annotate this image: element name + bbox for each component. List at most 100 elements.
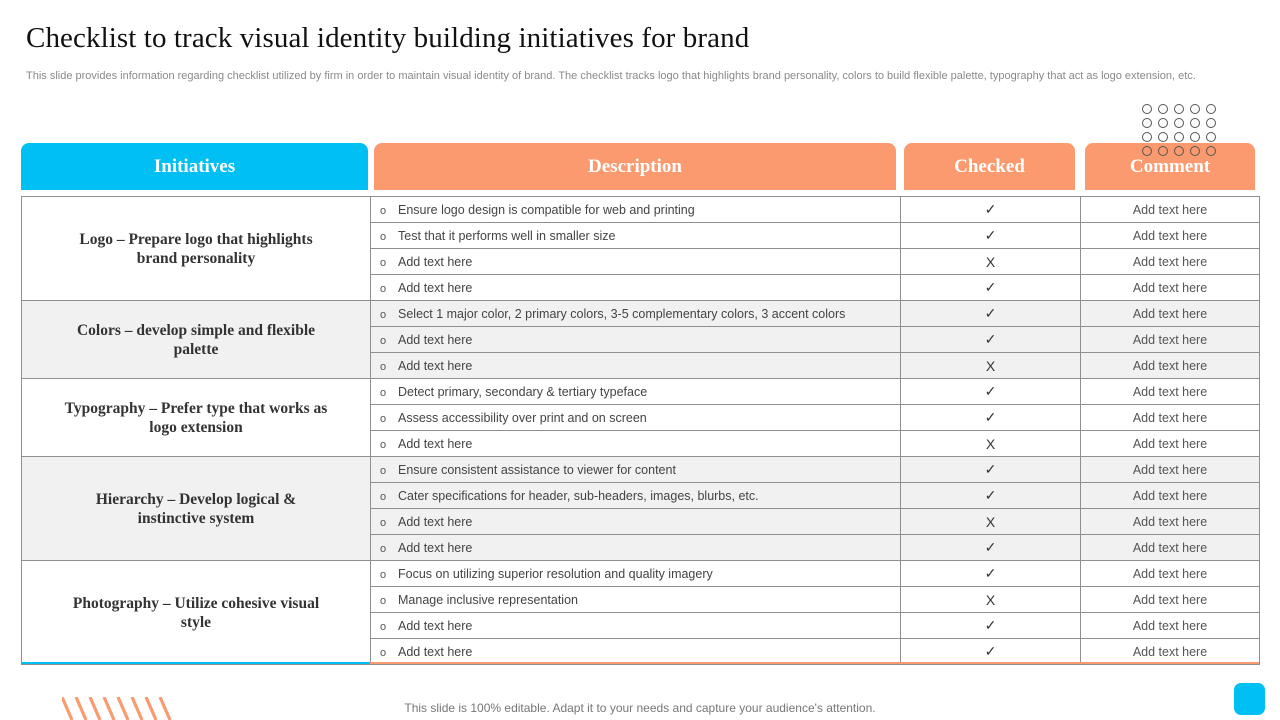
bullet-icon: o — [380, 646, 387, 659]
checked-mark: ✓ — [900, 222, 1081, 249]
description-text: Manage inclusive representation — [398, 592, 578, 607]
description-text: Add text here — [398, 618, 473, 633]
description-cell: o Assess accessibility over print and on … — [370, 404, 901, 431]
checked-mark: ✓ — [900, 482, 1081, 509]
description-text: Ensure logo design is compatible for web… — [398, 202, 695, 217]
description-text: Add text here — [398, 644, 473, 659]
bullet-icon: o — [380, 334, 387, 347]
checked-mark: ✓ — [900, 456, 1081, 483]
description-cell: o Ensure logo design is compatible for we… — [370, 196, 901, 223]
table-row: o Test that it performs well in smaller s… — [22, 222, 1260, 249]
description-cell: o Manage inclusive representation — [370, 586, 901, 613]
comment-cell: Add text here — [1080, 534, 1260, 561]
table-row: o Add text here ✓ Add text here — [22, 612, 1260, 639]
description-cell: o Focus on utilizing superior resolution … — [370, 560, 901, 587]
description-cell: o Ensure consistent assistance to viewer … — [370, 456, 901, 483]
page-subtitle: This slide provides information regardin… — [26, 70, 1196, 82]
table-row: o Add text here ✓ Add text here — [22, 326, 1260, 353]
comment-cell: Add text here — [1080, 352, 1260, 379]
comment-cell: Add text here — [1080, 456, 1260, 483]
comment-cell: Add text here — [1080, 378, 1260, 405]
bullet-icon: o — [380, 568, 387, 581]
checked-mark: ✓ — [900, 196, 1081, 223]
checked-mark: ✓ — [900, 560, 1081, 587]
bullet-icon: o — [380, 464, 387, 477]
bullet-icon: o — [380, 516, 387, 529]
footer-note: This slide is 100% editable. Adapt it to… — [0, 701, 1280, 715]
header-initiatives: Initiatives — [21, 143, 368, 190]
description-cell: o Add text here — [370, 508, 901, 535]
initiative-cell: Hierarchy – Develop logical & instinctiv… — [21, 456, 371, 561]
corner-square-button[interactable] — [1234, 683, 1265, 715]
description-cell: o Add text here — [370, 274, 901, 301]
table-row: Photography – Utilize cohesive visual st… — [21, 560, 1260, 665]
comment-cell: Add text here — [1080, 300, 1260, 327]
description-text: Add text here — [398, 280, 473, 295]
checklist-table: Logo – Prepare logo that highlights bran… — [21, 196, 1260, 665]
initiative-cell: Photography – Utilize cohesive visual st… — [21, 560, 371, 665]
initiative-cell: Colors – develop simple and flexible pal… — [21, 300, 371, 379]
comment-cell: Add text here — [1080, 638, 1260, 665]
table-row: o Add text here X Add text here — [22, 248, 1260, 275]
description-text: Add text here — [398, 254, 473, 269]
bullet-icon: o — [380, 282, 387, 295]
comment-cell: Add text here — [1080, 586, 1260, 613]
table-row: Hierarchy – Develop logical & instinctiv… — [21, 456, 1260, 561]
table-row: o Cater specifications for header, sub-he… — [22, 482, 1260, 509]
description-text: Cater specifications for header, sub-hea… — [398, 488, 759, 503]
table-row: o Add text here X Add text here — [22, 508, 1260, 535]
initiative-cell: Logo – Prepare logo that highlights bran… — [21, 196, 371, 301]
checked-mark: ✓ — [900, 534, 1081, 561]
checked-mark: X — [900, 508, 1081, 535]
comment-cell: Add text here — [1080, 482, 1260, 509]
checked-mark: ✓ — [900, 300, 1081, 327]
page-title: Checklist to track visual identity build… — [26, 22, 750, 54]
description-text: Add text here — [398, 436, 473, 451]
description-cell: o Add text here — [370, 326, 901, 353]
header-checked: Checked — [904, 143, 1075, 190]
bullet-icon: o — [380, 490, 387, 503]
description-text: Assess accessibility over print and on s… — [398, 410, 647, 425]
bullet-icon: o — [380, 594, 387, 607]
table-accent-line-blue — [21, 662, 370, 664]
header-comment: Comment — [1085, 143, 1255, 190]
table-row: Typography – Prefer type that works as l… — [21, 378, 1260, 457]
description-cell: o Cater specifications for header, sub-he… — [370, 482, 901, 509]
description-cell: o Detect primary, secondary & tertiary ty… — [370, 378, 901, 405]
table-row: o Add text here ✓ Add text here — [22, 638, 1260, 665]
checked-mark: ✓ — [900, 326, 1081, 353]
table-row: o Add text here X Add text here — [22, 430, 1260, 457]
comment-cell: Add text here — [1080, 430, 1260, 457]
description-text: Test that it performs well in smaller si… — [398, 228, 616, 243]
bullet-icon: o — [380, 412, 387, 425]
description-text: Detect primary, secondary & tertiary typ… — [398, 384, 648, 399]
description-cell: o Add text here — [370, 612, 901, 639]
table-row: Colors – develop simple and flexible pal… — [21, 300, 1260, 379]
table-row: Logo – Prepare logo that highlights bran… — [21, 196, 1260, 301]
description-cell: o Add text here — [370, 638, 901, 665]
comment-cell: Add text here — [1080, 274, 1260, 301]
table-accent-line-orange — [370, 662, 1259, 664]
description-cell: o Add text here — [370, 248, 901, 275]
comment-cell: Add text here — [1080, 222, 1260, 249]
footer-text: This slide is 100% editable. Adapt it to… — [404, 701, 876, 715]
checked-mark: ✓ — [900, 274, 1081, 301]
comment-cell: Add text here — [1080, 508, 1260, 535]
description-cell: o Select 1 major color, 2 primary colors,… — [370, 300, 901, 327]
comment-cell: Add text here — [1080, 404, 1260, 431]
description-text: Select 1 major color, 2 primary colors, … — [398, 306, 846, 321]
bullet-icon: o — [380, 360, 387, 373]
comment-cell: Add text here — [1080, 612, 1260, 639]
bullet-icon: o — [380, 256, 387, 269]
description-text: Add text here — [398, 358, 473, 373]
bullet-icon: o — [380, 308, 387, 321]
bullet-icon: o — [380, 542, 387, 555]
description-text: Add text here — [398, 332, 473, 347]
checked-mark: ✓ — [900, 404, 1081, 431]
comment-cell: Add text here — [1080, 248, 1260, 275]
comment-cell: Add text here — [1080, 560, 1260, 587]
bullet-icon: o — [380, 204, 387, 217]
checked-mark: ✓ — [900, 638, 1081, 665]
description-cell: o Add text here — [370, 534, 901, 561]
description-text: Add text here — [398, 514, 473, 529]
